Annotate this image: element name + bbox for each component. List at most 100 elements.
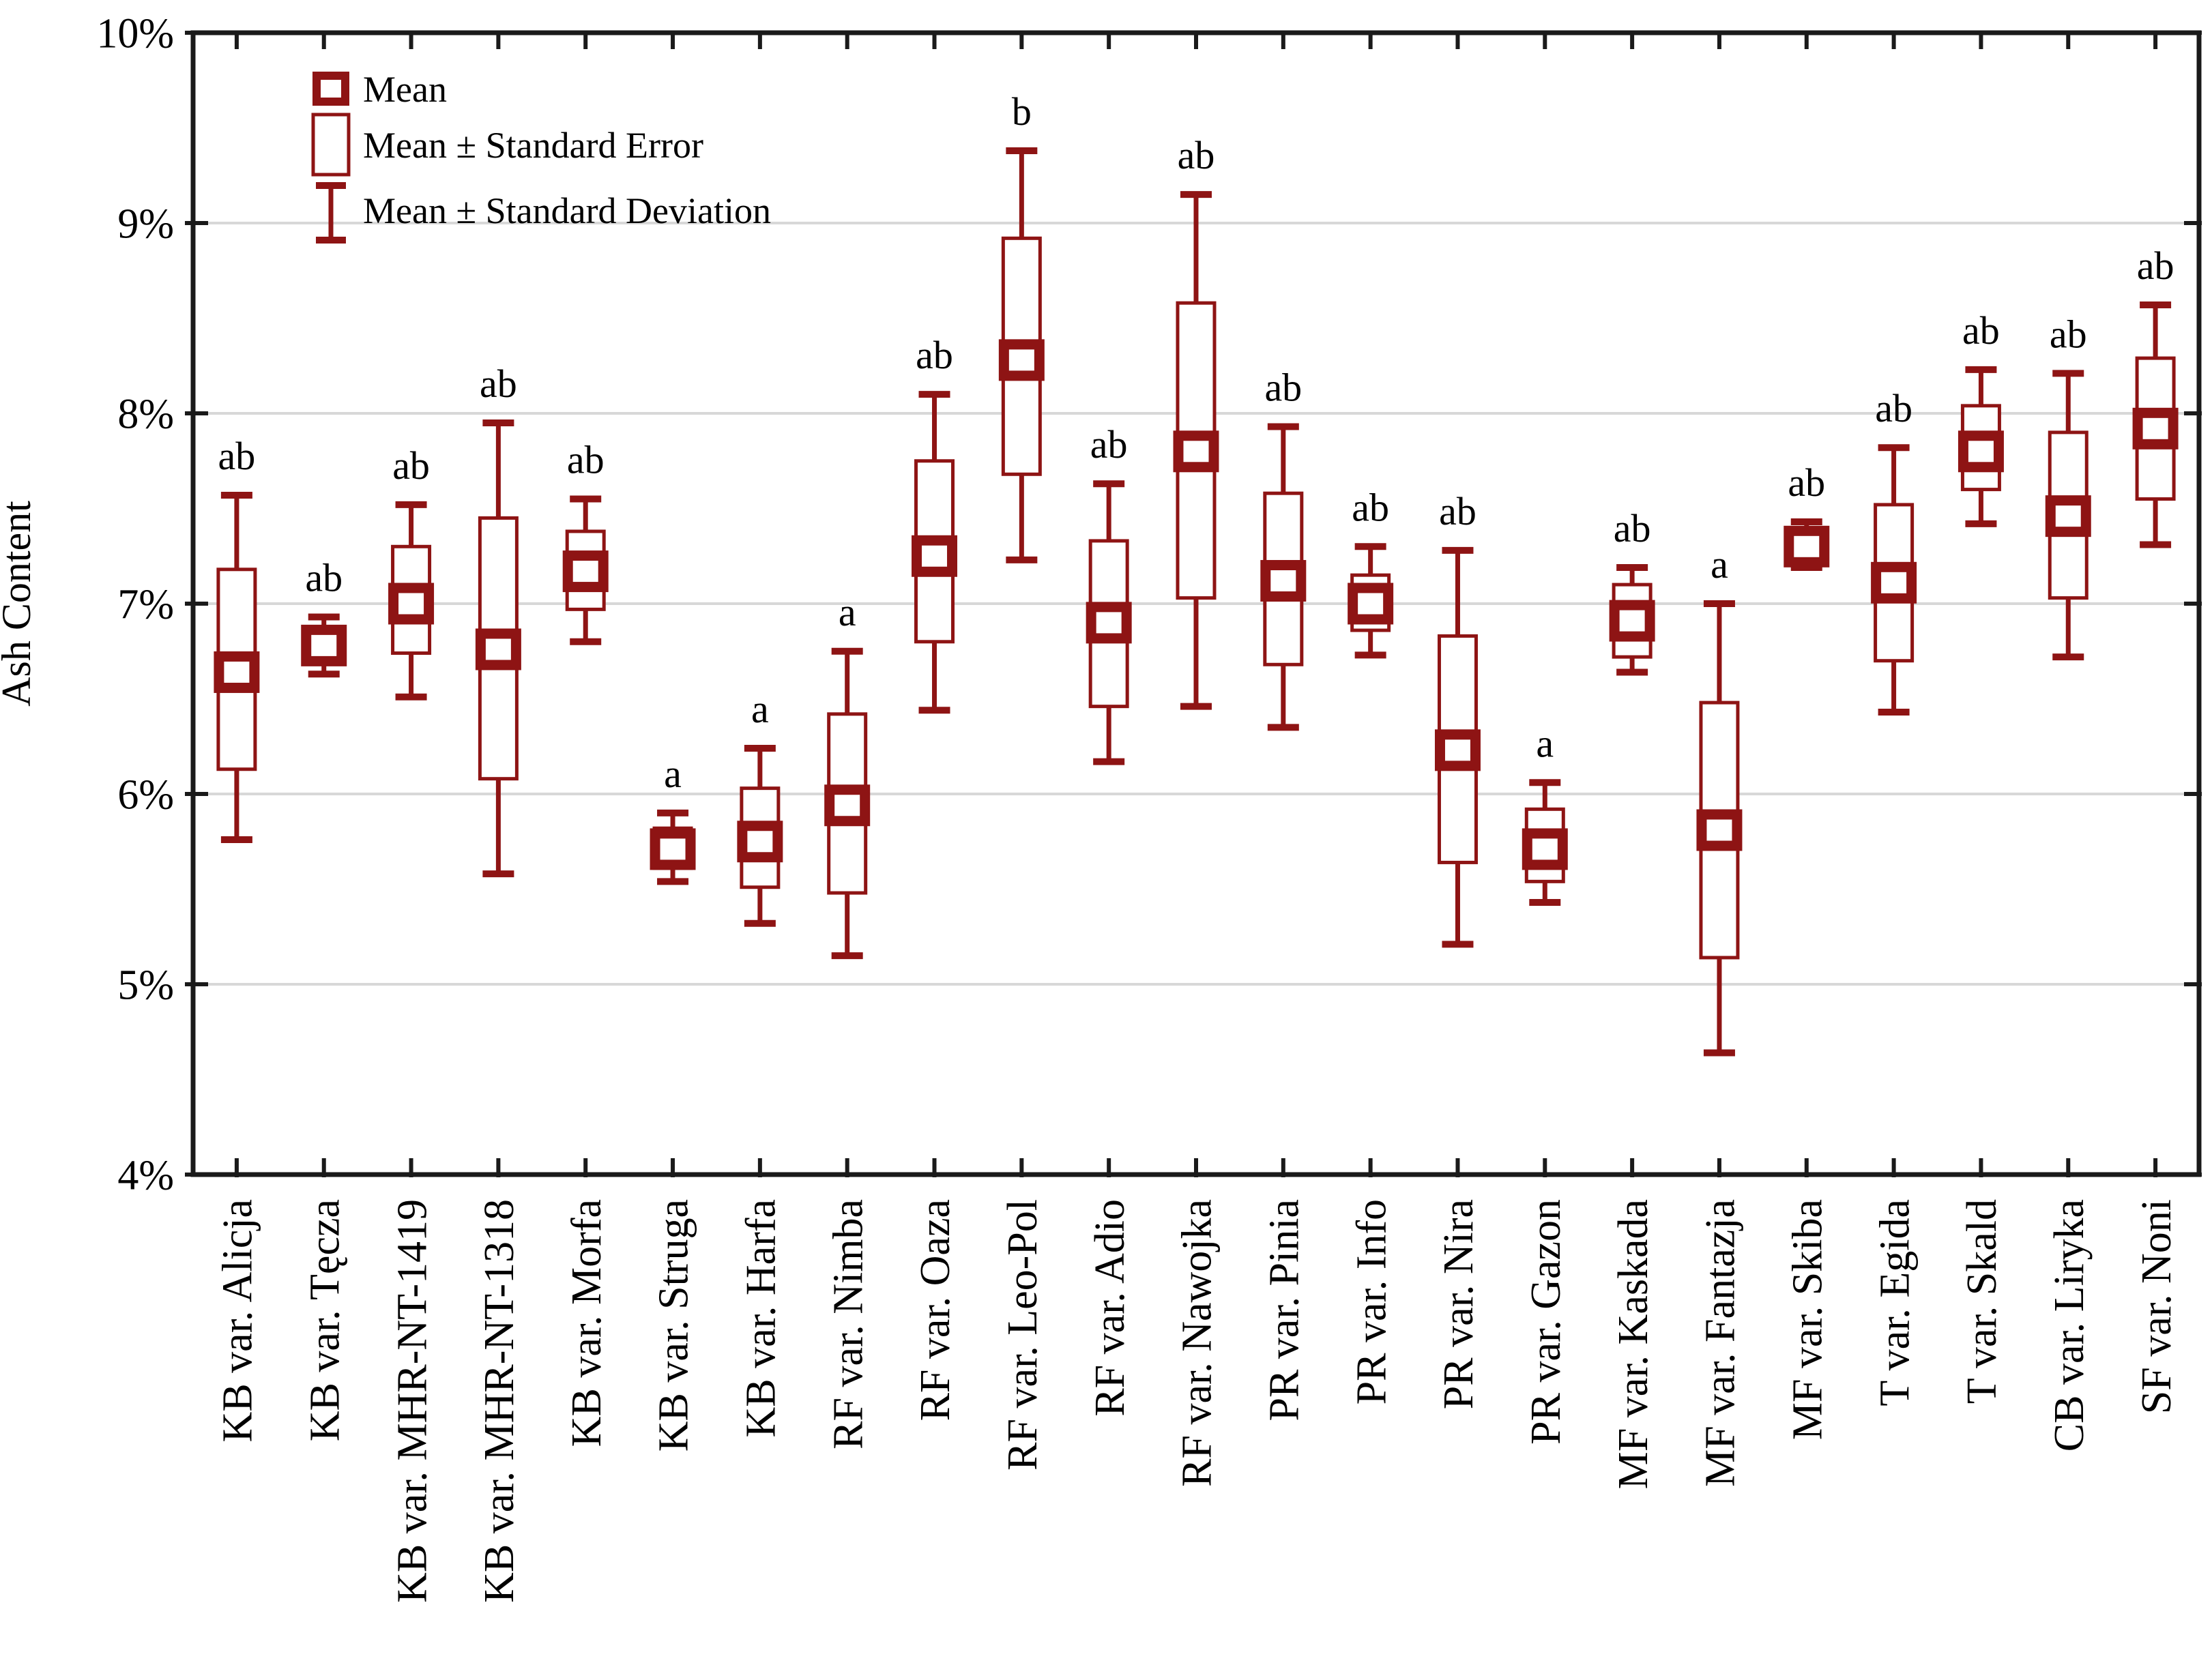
mean-marker [214, 651, 260, 693]
significance-letter: ab [1875, 386, 1912, 430]
significance-letter: a [1711, 542, 1728, 587]
mean-marker [1784, 525, 1830, 568]
box-group: ab KB var. Morfa [562, 438, 610, 1447]
mean-marker [1173, 430, 1219, 473]
x-axis-category-label: RF var. Adio [1087, 1199, 1133, 1417]
box-group: ab MF var. Kaskada [1609, 506, 1657, 1489]
box-group: ab KB var. MHR-NT-1318 [475, 362, 523, 1603]
mean-marker [1609, 600, 1655, 642]
mean-marker [650, 828, 696, 870]
x-axis-category-label: KB var. Morfa [564, 1199, 610, 1447]
mean-marker [1958, 430, 2004, 473]
box-group: ab T var. Egida [1871, 386, 1918, 1406]
x-axis-category-label: PR var. Info [1348, 1199, 1395, 1404]
box-group: ab KB var. Tęcza [301, 556, 348, 1441]
mean-marker [1871, 561, 1917, 604]
significance-letter: ab [480, 362, 517, 406]
box-group: a KB var. Struga [650, 752, 697, 1452]
x-axis-category-label: RF var. Nawojka [1174, 1199, 1221, 1487]
legend-se-box-icon [311, 113, 351, 177]
significance-letter: a [1536, 721, 1554, 765]
significance-letter: a [664, 752, 682, 796]
box-group: ab KB var. MHR-NT-1419 [388, 443, 435, 1603]
mean-marker [2132, 407, 2179, 450]
significance-letter: a [751, 687, 769, 731]
box-group: a RF var. Nimba [824, 590, 871, 1449]
legend: Mean Mean ± Standard Error Mean ± Standard… [311, 69, 771, 244]
box-group: b RF var. Leo-Pol [998, 89, 1046, 1471]
significance-letter: ab [1788, 460, 1825, 505]
mean-marker [1522, 828, 1568, 870]
mean-marker [998, 339, 1045, 381]
mean-marker [912, 535, 958, 577]
mean-marker [312, 72, 349, 106]
significance-letter: ab [392, 443, 430, 488]
y-axis-tick-label: 5% [117, 962, 174, 1009]
significance-letter: ab [1962, 308, 2000, 353]
significance-letter: ab [916, 333, 953, 377]
mean-marker [824, 784, 871, 827]
mean-marker [1260, 560, 1307, 602]
y-axis-tick-label: 10% [96, 11, 174, 57]
x-axis-category-label: RF var. Oaza [912, 1199, 959, 1421]
x-axis-category-label: MF var. Kaskada [1610, 1199, 1657, 1489]
legend-label-sd: Mean ± Standard Deviation [363, 190, 771, 231]
box-group: ab RF var. Nawojka [1173, 133, 1221, 1487]
legend-label-se: Mean ± Standard Error [363, 125, 703, 166]
significance-letter: ab [567, 438, 605, 482]
box-group: ab KB var. Alicja [214, 434, 261, 1442]
significance-letter: ab [1614, 506, 1651, 550]
x-axis-category-label: RF var. Leo-Pol [1000, 1199, 1046, 1471]
box-group: ab PR var. Pinia [1260, 366, 1308, 1421]
box-group: ab RF var. Adio [1086, 422, 1133, 1417]
significance-letter: ab [1178, 133, 1215, 177]
y-axis-tick-label: 4% [117, 1153, 174, 1199]
mean-marker [562, 550, 609, 593]
x-axis-category-label: MF var. Skiba [1784, 1199, 1831, 1440]
y-axis-tick-label: 8% [117, 392, 174, 438]
significance-letter: ab [1439, 489, 1476, 533]
box-group: ab PR var. Nira [1434, 489, 1482, 1409]
box-group: ab RF var. Oaza [912, 333, 959, 1421]
y-axis-tick-label: 6% [117, 772, 174, 819]
mean-marker [2045, 495, 2091, 537]
y-axis-title: Ash Content [0, 501, 39, 707]
box-group: a KB var. Harfa [737, 687, 785, 1437]
significance-letter: ab [218, 434, 256, 478]
mean-marker [1434, 729, 1481, 771]
significance-letter: ab [2050, 312, 2087, 356]
significance-letter: b [1012, 89, 1032, 134]
x-axis-category-label: MF var. Fantazja [1698, 1199, 1744, 1487]
x-axis-category-label: RF var. Nimba [825, 1199, 871, 1449]
y-axis-tick-label: 9% [117, 201, 174, 248]
box-group: ab T var. Skald [1958, 308, 2005, 1404]
significance-letter: a [839, 590, 856, 634]
mean-marker [301, 624, 347, 666]
x-axis-category-label: PR var. Nira [1436, 1199, 1482, 1409]
x-axis-category-label: KB var. Harfa [738, 1199, 785, 1437]
box-group: ab SF var. Noni [2132, 244, 2180, 1414]
x-axis-category-label: CB var. Liryka [2046, 1199, 2093, 1452]
box-group: ab PR var. Info [1348, 485, 1395, 1404]
box-group: a MF var. Fantazja [1696, 542, 1744, 1487]
mean-marker [1348, 583, 1394, 625]
significance-letter: ab [1264, 366, 1302, 410]
x-axis-category-label: KB var. Struga [651, 1199, 697, 1452]
x-axis-category-label: PR var. Gazon [1523, 1199, 1569, 1445]
x-axis-category-label: SF var. Noni [2134, 1199, 2180, 1414]
mean-marker [475, 628, 521, 671]
x-axis-category-label: T var. Skald [1959, 1199, 2005, 1404]
x-axis-category-label: KB var. MHR-NT-1318 [476, 1199, 523, 1603]
x-axis-category-label: PR var. Pinia [1262, 1199, 1308, 1421]
box-group: a PR var. Gazon [1522, 721, 1569, 1445]
mean-marker [388, 583, 435, 625]
x-axis-category-label: KB var. Tęcza [302, 1199, 348, 1441]
box-group: ab MF var. Skiba [1784, 460, 1831, 1440]
x-axis-category-label: KB var. Alicja [215, 1199, 261, 1442]
y-axis-tick-label: 7% [117, 582, 174, 628]
x-axis-category-label: KB var. MHR-NT-1419 [389, 1199, 435, 1603]
x-axis-category-label: T var. Egida [1872, 1199, 1918, 1406]
